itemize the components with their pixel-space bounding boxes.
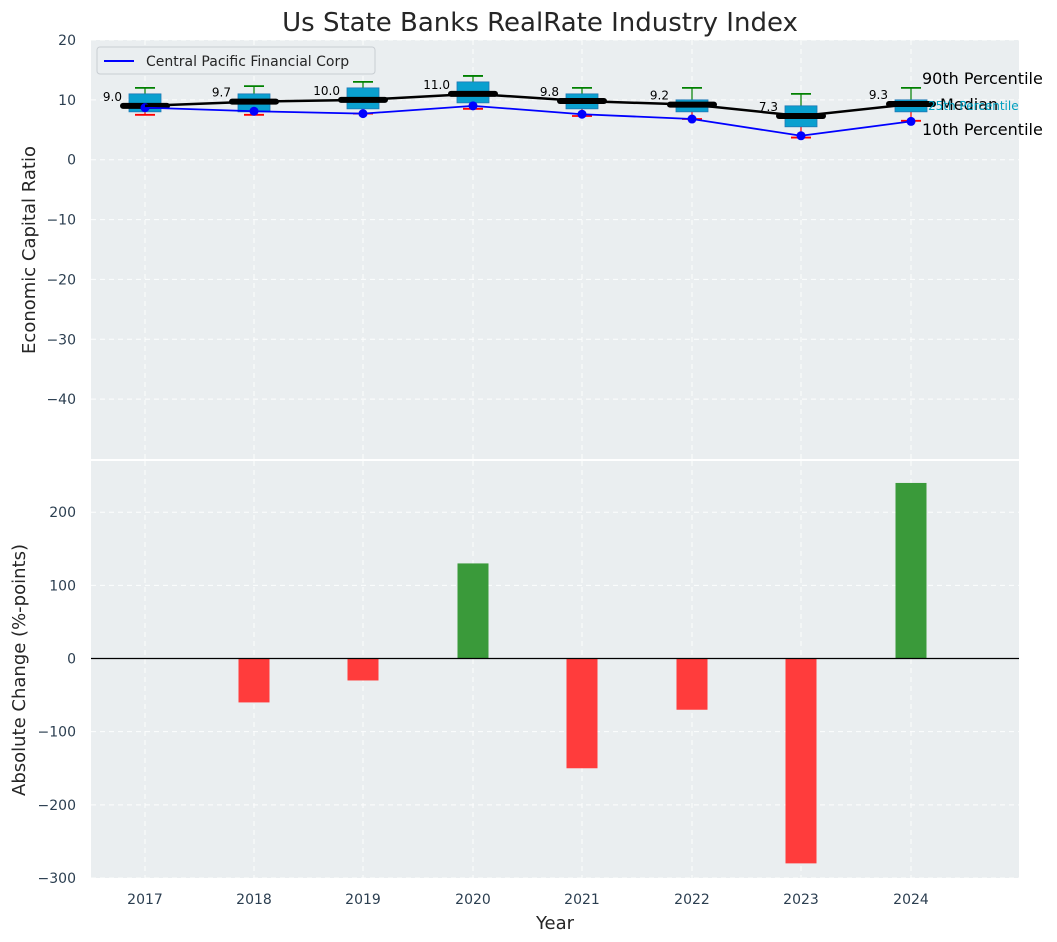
median-value-label: 9.0 — [103, 90, 122, 104]
company-point — [687, 114, 697, 124]
top-y-tick-label: 0 — [67, 153, 76, 169]
x-tick-label: 2021 — [564, 892, 600, 908]
top-panel: 20 10 0 −10 −20 −30 −40 9.0 9.7 10.0 11.0 9.8 9.2 7.… — [19, 33, 1043, 459]
median-value-label: 11.0 — [423, 78, 450, 92]
top-y-tick-label: −40 — [46, 392, 76, 408]
change-bar — [895, 482, 927, 659]
company-point — [468, 101, 478, 111]
annotation-90th: 90th Percentile — [922, 69, 1043, 88]
bottom-y-tick-label: 200 — [49, 505, 76, 521]
change-bars — [238, 482, 927, 864]
bottom-panel: 200 100 0 −100 −200 −300 2017 2018 2019 2020 2021… — [9, 461, 1019, 934]
bottom-y-tick-label: −100 — [38, 725, 76, 741]
top-y-axis-title: Economic Capital Ratio — [19, 146, 40, 354]
annotation-25th: 25th Percentile — [928, 99, 1019, 113]
x-tick-label: 2023 — [783, 892, 819, 908]
percentile-annotations: 90th Percentile Median 25th Percentile 1… — [922, 69, 1043, 139]
bottom-y-tick-labels: 200 100 0 −100 −200 −300 — [38, 505, 76, 887]
legend-label-company: Central Pacific Financial Corp — [146, 54, 349, 70]
bottom-y-tick-label: −200 — [38, 798, 76, 814]
top-y-tick-label: 20 — [58, 33, 76, 49]
median-value-label: 9.8 — [540, 85, 559, 99]
median-value-label: 7.3 — [759, 100, 778, 114]
company-point — [358, 109, 368, 119]
median-value-label: 10.0 — [313, 84, 340, 98]
median-line — [144, 92, 912, 118]
median-value-label: 9.2 — [650, 89, 669, 103]
top-gridlines — [91, 39, 1019, 459]
company-point — [249, 106, 259, 116]
x-tick-label: 2024 — [893, 892, 929, 908]
chart-title: Us State Banks RealRate Industry Index — [282, 8, 798, 38]
x-tick-label: 2020 — [455, 892, 491, 908]
annotation-median: Median — [940, 95, 998, 114]
median-value-label: 9.3 — [869, 88, 888, 102]
change-bar — [676, 658, 708, 710]
company-point — [577, 109, 587, 119]
change-bar — [785, 658, 817, 864]
change-bar — [238, 658, 270, 703]
x-axis-title: Year — [535, 913, 575, 934]
company-series — [140, 101, 916, 141]
company-point — [906, 116, 916, 126]
company-point — [796, 131, 806, 141]
x-tick-label: 2022 — [674, 892, 710, 908]
bottom-y-tick-label: 0 — [67, 652, 76, 668]
bottom-panel-background — [91, 461, 1019, 878]
top-y-tick-label: −30 — [46, 332, 76, 348]
change-bar — [347, 658, 379, 681]
legend-box — [96, 46, 376, 75]
bottom-y-tick-label: −300 — [38, 871, 76, 887]
x-tick-label: 2019 — [345, 892, 381, 908]
x-tick-label: 2017 — [127, 892, 163, 908]
x-tick-label: 2018 — [236, 892, 272, 908]
top-y-tick-labels: 20 10 0 −10 −20 −30 −40 — [46, 33, 76, 408]
x-tick-labels: 2017 2018 2019 2020 2021 2022 2023 2024 — [127, 892, 929, 908]
annotation-10th: 10th Percentile — [922, 120, 1043, 139]
company-line — [144, 104, 912, 137]
median-value-label: 9.7 — [212, 86, 231, 100]
median-series: 9.0 9.7 10.0 11.0 9.8 9.2 7.3 9.3 — [103, 78, 912, 118]
top-y-tick-label: −10 — [46, 213, 76, 229]
bottom-y-tick-label: 100 — [49, 578, 76, 594]
legend: Central Pacific Financial Corp — [96, 46, 376, 75]
top-y-tick-label: 10 — [58, 93, 76, 109]
top-y-tick-label: −20 — [46, 272, 76, 288]
change-bar — [566, 658, 598, 769]
change-bar — [457, 563, 489, 659]
bottom-y-axis-title: Absolute Change (%-points) — [9, 544, 30, 796]
